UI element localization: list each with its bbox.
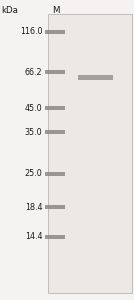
- Text: M: M: [52, 6, 59, 15]
- Bar: [45, 106, 65, 110]
- Text: 35.0: 35.0: [25, 128, 42, 136]
- Text: 25.0: 25.0: [25, 169, 42, 178]
- Bar: [45, 70, 65, 74]
- Bar: [45, 235, 65, 239]
- Text: 18.4: 18.4: [25, 203, 42, 212]
- Bar: [78, 75, 113, 80]
- Text: 116.0: 116.0: [20, 27, 42, 36]
- Bar: [48, 14, 132, 292]
- Text: 66.2: 66.2: [25, 68, 42, 76]
- Bar: [45, 30, 65, 34]
- Bar: [45, 206, 65, 209]
- Text: kDa: kDa: [1, 6, 18, 15]
- Text: 45.0: 45.0: [25, 104, 42, 113]
- Bar: [45, 172, 65, 176]
- Bar: [45, 130, 65, 134]
- Text: 14.4: 14.4: [25, 232, 42, 241]
